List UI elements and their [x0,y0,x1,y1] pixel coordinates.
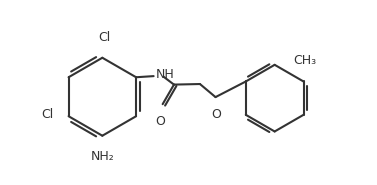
Text: NH₂: NH₂ [90,150,114,163]
Text: Cl: Cl [41,108,53,121]
Text: O: O [211,108,221,121]
Text: Cl: Cl [98,31,111,44]
Text: CH₃: CH₃ [293,54,317,67]
Text: O: O [155,115,165,128]
Text: NH: NH [156,68,175,81]
